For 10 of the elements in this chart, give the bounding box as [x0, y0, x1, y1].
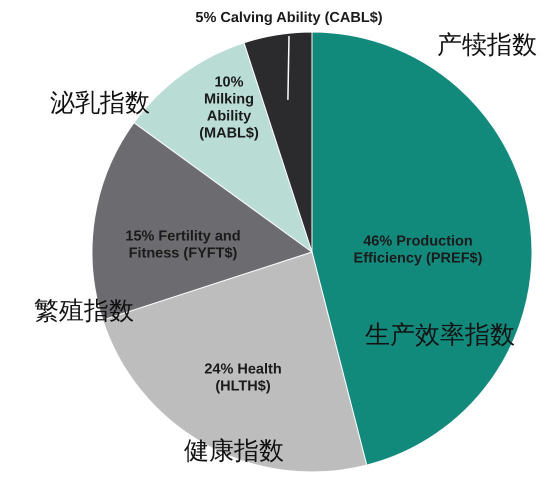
slice-label: 5% Calving Ability (CABL$) — [195, 10, 383, 26]
slice-label: Milking Ability (MABL$) — [199, 91, 259, 142]
text: 生产效率指数 — [365, 320, 515, 349]
text: 健康指数 — [184, 436, 284, 465]
slice-label: 46% Production Efficiency (PREF$) — [354, 233, 483, 266]
slice-label: 15% Fertility and Fitness (FYFT$) — [125, 228, 241, 262]
data-label: 10% — [214, 74, 244, 90]
text: 泌乳指数 — [50, 88, 150, 117]
slice-label: 24% Health (HLTH$) — [204, 361, 282, 394]
text: 产犊指数 — [437, 30, 537, 59]
